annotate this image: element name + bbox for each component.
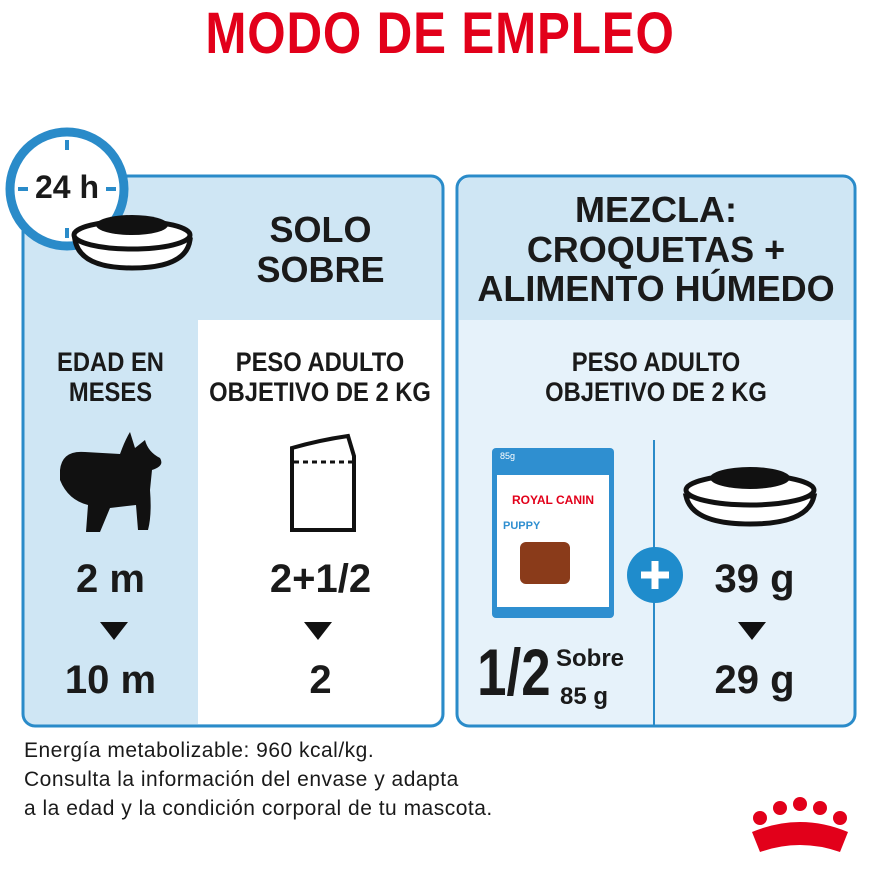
right-header-area [459,178,853,320]
panel-title: MEZCLA: [575,189,737,230]
panel-title: SOLO [269,209,372,250]
column-header: OBJETIVO DE 2 KG [545,376,767,407]
pouch-value: 2 [309,658,332,702]
pouch-unit: Sobre [556,645,625,672]
clock [5,127,129,251]
title: MODO DE EMPLEO [205,1,675,66]
dog-icon [60,432,162,532]
pouch-weight: 85 g [560,683,609,710]
footer-line: Consulta la información del envase y ada… [24,768,459,791]
bowl-icon [682,467,818,527]
plus-sign [641,561,669,589]
column-header: EDAD EN [57,347,164,377]
package-brand: ROYAL CANIN [511,493,594,507]
age-value: 2 m [76,557,145,601]
package-food [520,542,570,584]
column-header: PESO ADULTO [235,347,405,377]
kibble-value: 39 g [714,557,795,601]
clock-label: 24 h [34,169,100,205]
pouch-amount: 1/2 [477,635,551,709]
pouch-icon [290,433,356,532]
kibble-value: 29 g [714,658,795,702]
package-label [497,475,609,607]
column-header: OBJETIVO DE 2 KG [209,376,431,407]
package-weight: 85g [500,451,516,461]
pouch-value: 2+1/2 [269,557,372,601]
arrows [100,622,766,640]
package-product: PUPPY [503,520,541,532]
bowl-icon [71,215,193,271]
column-header: MESES [68,376,153,407]
crown-logo [752,797,848,852]
column-header: PESO ADULTO [571,347,741,377]
clock-ticks [18,140,116,238]
age-value: 10 m [64,658,157,702]
panel-title: SOBRE [256,248,385,290]
panel-title: ALIMENTO HÚMEDO [477,268,835,310]
panel-title: CROQUETAS + [526,228,786,270]
footer-line: Energía metabolizable: 960 kcal/kg. [24,739,375,762]
footer-line: a la edad y la condición corporal de tu … [24,797,493,820]
